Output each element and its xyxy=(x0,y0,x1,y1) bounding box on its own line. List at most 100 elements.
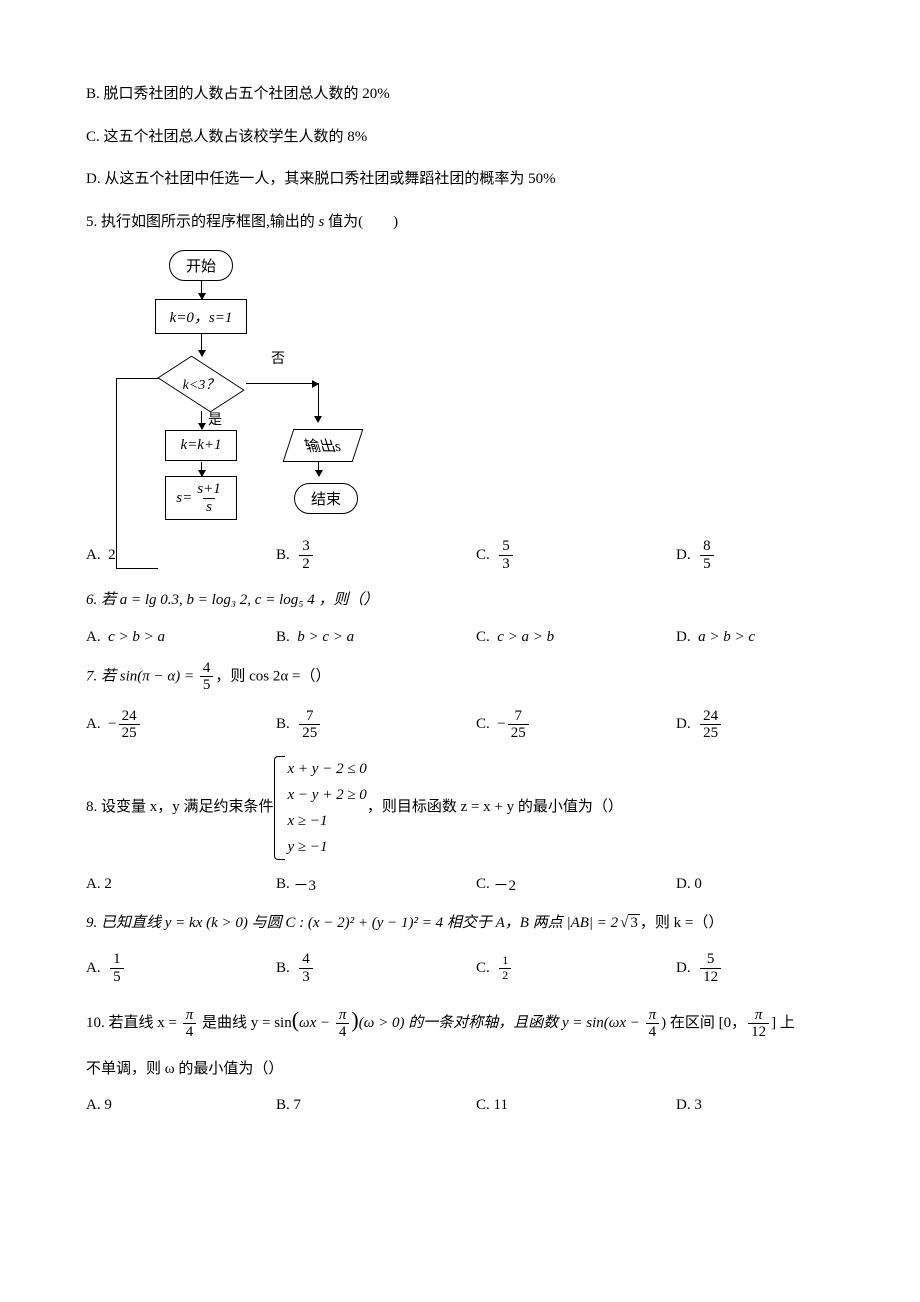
q10-c-label: C. xyxy=(476,1097,490,1114)
q7-b-label: B. xyxy=(276,716,290,733)
q6-opt-a: A. c > b > a xyxy=(86,629,276,646)
q5-opt-d: D. 85 xyxy=(676,538,834,572)
q8-c0: x + y − 2 ≤ 0 xyxy=(288,756,367,782)
q5-opt-c: C. 53 xyxy=(476,538,676,572)
q8-opt-b: B. －3 xyxy=(276,874,476,895)
q10-a-text: 9 xyxy=(104,1097,112,1114)
option-d-text: 从这五个社团中任选一人，其来脱口秀社团或舞蹈社团的概率为 50% xyxy=(104,171,555,187)
q5-stem-prefix: 5. 执行如图所示的程序框图,输出的 xyxy=(86,214,319,230)
q5-a-label: A. xyxy=(86,547,101,564)
q8-stem: 8. 设变量 x，y 满足约束条件 x + y − 2 ≤ 0 x − y + … xyxy=(86,756,834,860)
q8-c-text: －2 xyxy=(494,874,517,895)
fc-formula-den: s xyxy=(203,498,215,516)
q5-b-num: 3 xyxy=(299,538,313,555)
q7-a-label: A. xyxy=(86,716,101,733)
q8-b-text: －3 xyxy=(294,874,317,895)
q8-b-label: B. xyxy=(276,876,290,893)
q9-c-num: 1 xyxy=(499,954,511,967)
q10-lparen: ( xyxy=(292,1007,299,1032)
q7-stem-prefix: 7. 若 sin(π − α) = xyxy=(86,668,198,684)
q7-b-den: 25 xyxy=(299,724,320,742)
q10-opt-d: D. 3 xyxy=(676,1097,834,1114)
q5-options: A. 2 B. 32 C. 53 D. 85 xyxy=(86,538,834,572)
q10-int-den: 12 xyxy=(748,1023,769,1041)
q10-int-num: π xyxy=(752,1007,766,1024)
q9-b-label: B. xyxy=(276,960,290,977)
fc-init-text: k=0，s=1 xyxy=(170,310,233,326)
option-d: D. 从这五个社团中任选一人，其来脱口秀社团或舞蹈社团的概率为 50% xyxy=(86,165,834,194)
fc-init: k=0，s=1 xyxy=(155,299,248,334)
q8-d-label: D. xyxy=(676,876,691,893)
q7-options: A. −2425 B. 725 C. −725 D. 2425 xyxy=(86,708,834,742)
q9-stem: 9. 已知直线 y = kx (k > 0) 与圆 C : (x − 2)² +… xyxy=(86,909,834,938)
fc-formula-lhs: s= xyxy=(176,490,192,507)
q10-arg1-den: 4 xyxy=(336,1023,350,1041)
q5-opt-a: A. 2 xyxy=(86,547,276,564)
q10-d-label: D. xyxy=(676,1097,691,1114)
q9-b-num: 4 xyxy=(299,951,313,968)
q10-opt-c: C. 11 xyxy=(476,1097,676,1114)
q8-opt-c: C. －2 xyxy=(476,874,676,895)
q5-stem: 5. 执行如图所示的程序框图,输出的 s 值为( ) xyxy=(86,208,834,237)
q9-d-den: 12 xyxy=(700,968,721,986)
fc-decision-text: k<3？ xyxy=(183,374,220,394)
fc-end: 结束 xyxy=(294,483,358,514)
q8-constraints: x + y − 2 ≤ 0 x − y + 2 ≥ 0 x ≥ −1 y ≥ −… xyxy=(274,756,367,860)
q10-p4: ) 在区间 [0， xyxy=(661,1015,746,1031)
q10-p1: 10. 若直线 x = xyxy=(86,1015,181,1031)
q7-c-num: 7 xyxy=(511,708,525,725)
q6-opt-c: C. c > a > b xyxy=(476,629,676,646)
q9-a-den: 5 xyxy=(110,968,124,986)
q10-arg1-pre: ωx − xyxy=(299,1015,334,1031)
option-b: B. 脱口秀社团的人数占五个社团总人数的 20% xyxy=(86,80,834,109)
q6-c-label: C. xyxy=(476,629,490,646)
q9-b-den: 3 xyxy=(299,968,313,986)
q7-a-num: 24 xyxy=(119,708,140,725)
q5-a-text: 2 xyxy=(108,547,116,564)
q9-options: A. 15 B. 43 C. 12 D. 512 xyxy=(86,951,834,985)
q9-a-num: 1 xyxy=(110,951,124,968)
q7-c-label: C. xyxy=(476,716,490,733)
q6-d-label: D. xyxy=(676,629,691,646)
q9-stem-suffix: ，则 k =（） xyxy=(640,915,723,931)
q10-p3: (ω > 0) 的一条对称轴，且函数 y = sin(ωx − xyxy=(359,1015,644,1031)
q10-opt-a: A. 9 xyxy=(86,1097,276,1114)
q10-b-label: B. xyxy=(276,1097,290,1114)
q10-p2: 是曲线 y = sin xyxy=(198,1015,291,1031)
fc-step-text: k=k+1 xyxy=(180,437,221,453)
q8-opt-a: A. 2 xyxy=(86,876,276,893)
q5-c-den: 3 xyxy=(499,555,513,573)
q6-opt-b: B. b > c > a xyxy=(276,629,476,646)
q8-a-text: 2 xyxy=(104,876,112,893)
q10-stem: 10. 若直线 x = π4 是曲线 y = sin(ωx − π4)(ω > … xyxy=(86,999,834,1041)
q9-opt-c: C. 12 xyxy=(476,954,676,981)
q6-a-text: c > b > a xyxy=(108,629,165,646)
q8-c2: x ≥ −1 xyxy=(288,808,367,834)
q6-a-label: A. xyxy=(86,629,101,646)
q7-c-den: 25 xyxy=(508,724,529,742)
q7-stem-suffix: ，则 cos 2α =（） xyxy=(215,668,330,684)
q5-c-num: 5 xyxy=(499,538,513,555)
q6-stem: 6. 若 a = lg 0.3, b = log₃ 2, c = log₅ 4 … xyxy=(86,586,834,615)
fc-yes-label: 是 xyxy=(208,409,222,429)
q9-c-label: C. xyxy=(476,960,490,977)
q9-d-label: D. xyxy=(676,960,691,977)
q5-stem-suffix: 值为( ) xyxy=(324,214,398,230)
q5-d-label: D. xyxy=(676,547,691,564)
q9-stem-prefix: 9. 已知直线 y = kx (k > 0) 与圆 C : (x − 2)² +… xyxy=(86,915,618,931)
q5-b-label: B. xyxy=(276,547,290,564)
q6-d-text: a > b > c xyxy=(698,629,755,646)
q8-c1: x − y + 2 ≥ 0 xyxy=(288,782,367,808)
q8-c-label: C. xyxy=(476,876,490,893)
fc-no-down-head xyxy=(314,416,322,423)
q5-d-num: 8 xyxy=(700,538,714,555)
q7-stem-den: 5 xyxy=(200,676,214,694)
q10-c-text: 11 xyxy=(494,1097,508,1114)
fc-loop-bottom xyxy=(116,568,158,569)
q10-x-num: π xyxy=(183,1007,197,1024)
q7-c-sign: − xyxy=(497,716,505,733)
option-b-text: 脱口秀社团的人数占五个社团总人数的 20% xyxy=(104,86,390,102)
q8-d-text: 0 xyxy=(694,876,702,893)
q7-opt-c: C. −725 xyxy=(476,708,676,742)
q7-d-label: D. xyxy=(676,716,691,733)
